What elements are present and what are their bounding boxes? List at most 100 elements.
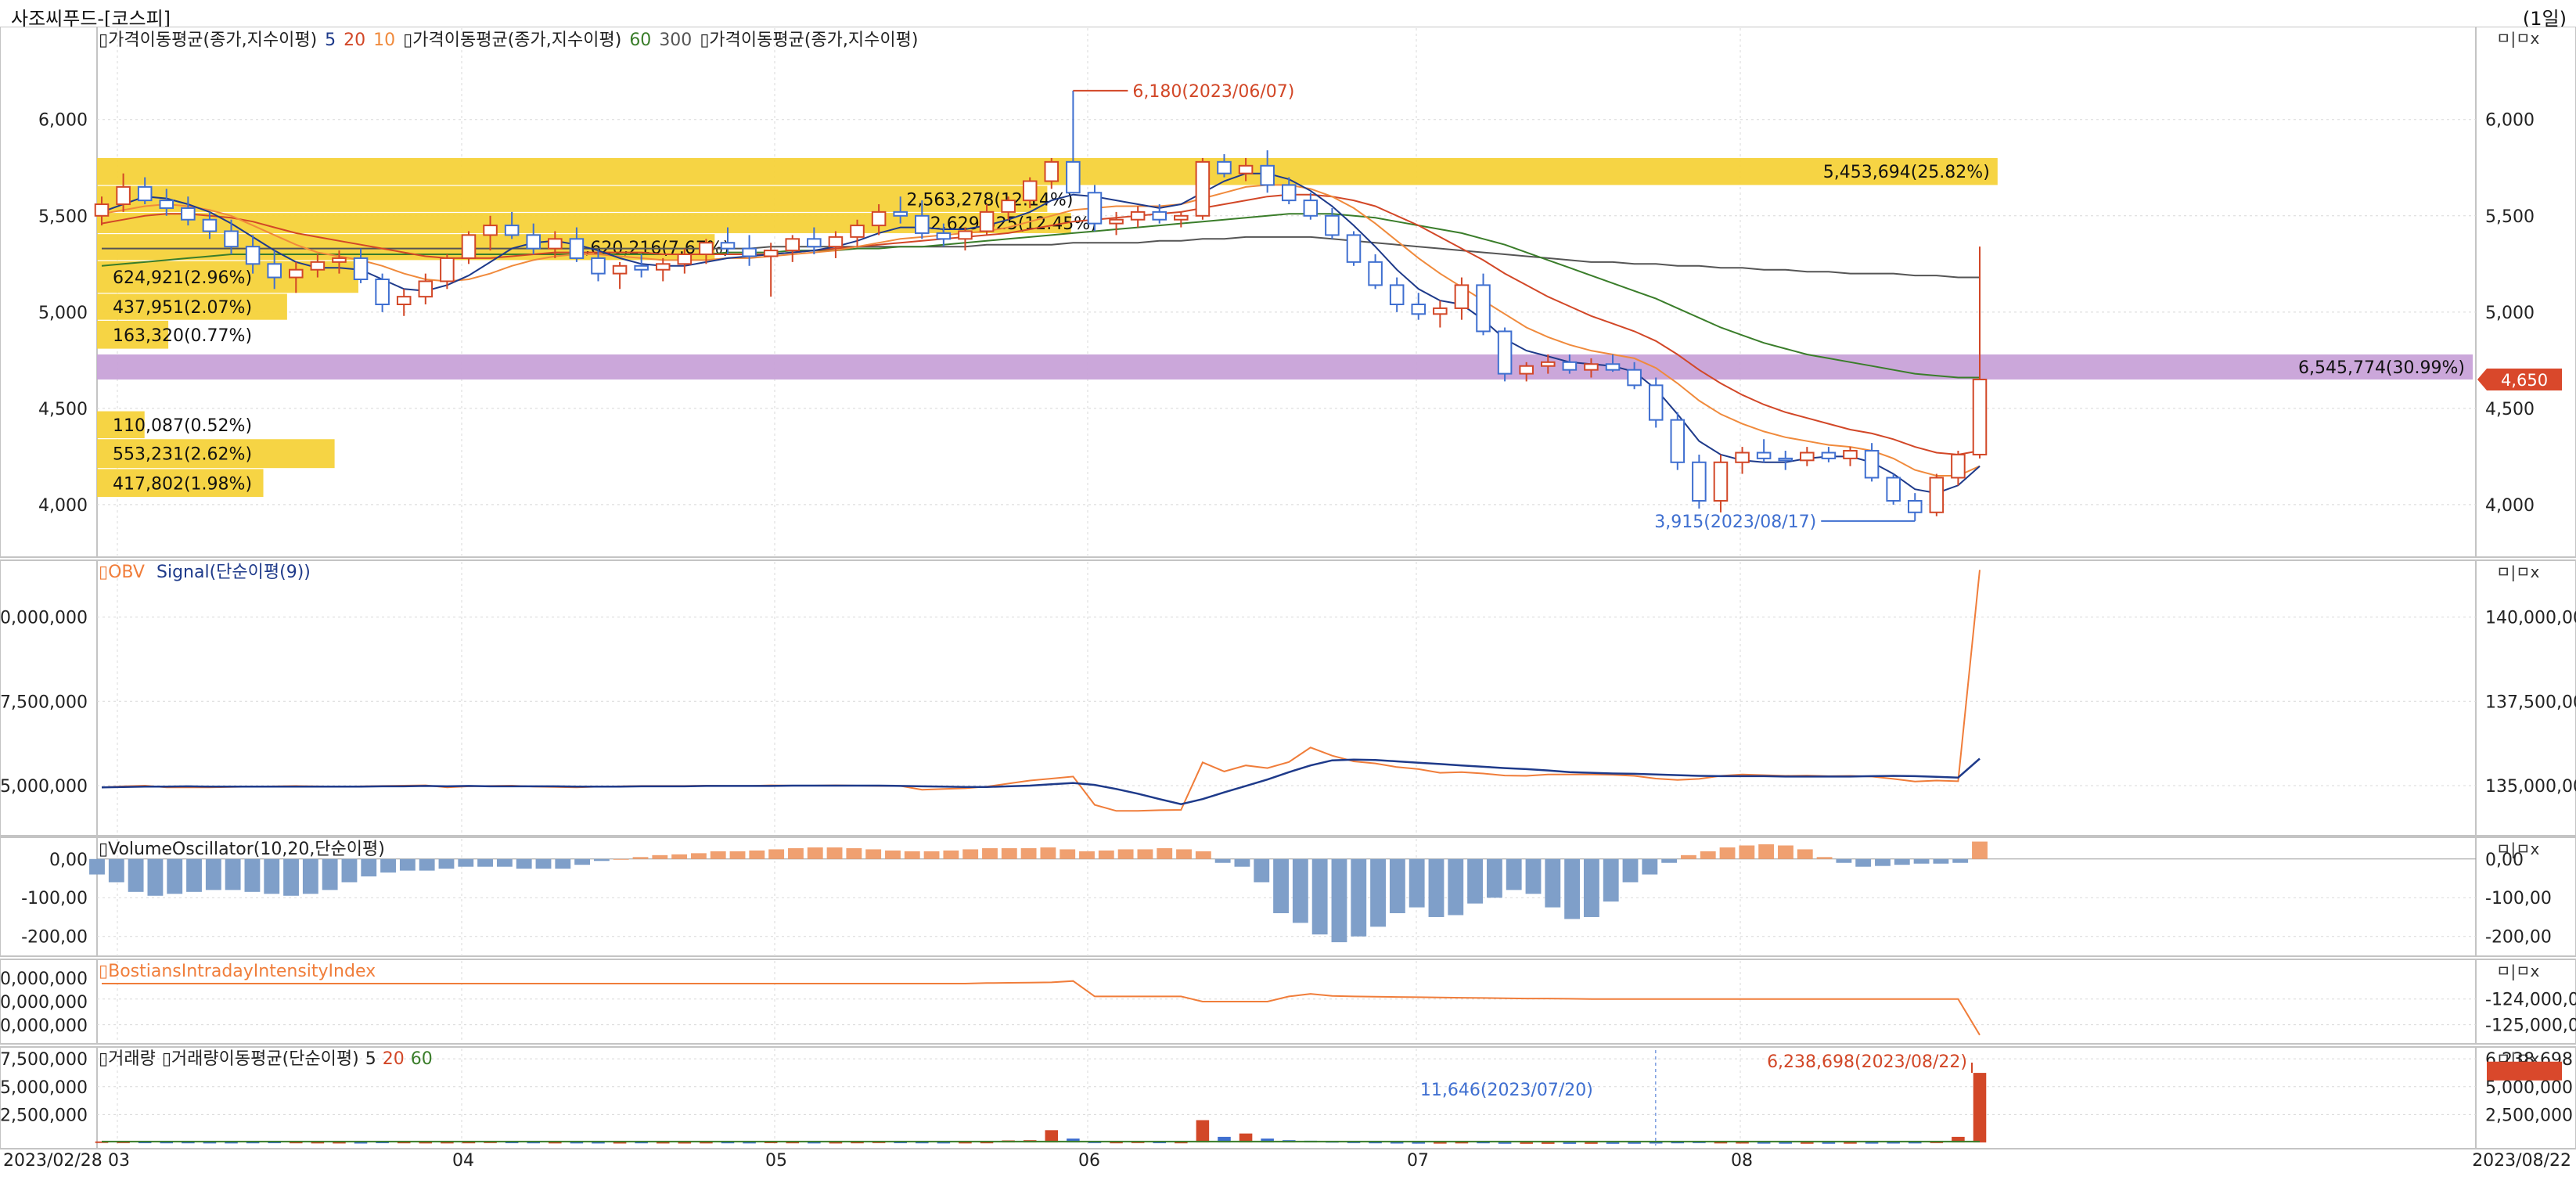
- candle-body[interactable]: [289, 268, 304, 279]
- candle-body[interactable]: [1584, 363, 1599, 371]
- candle-body[interactable]: [1260, 164, 1275, 186]
- price-legend-item[interactable]: ▯가격이동평균(종가,지수이평): [700, 31, 918, 50]
- candle-body[interactable]: [396, 296, 412, 305]
- candle-body[interactable]: [418, 280, 434, 298]
- candle-body[interactable]: [310, 261, 326, 271]
- candle-body[interactable]: [569, 238, 585, 259]
- vol-legend-item[interactable]: ▯거래량이동평균(단순이평): [162, 1049, 359, 1069]
- candle-body[interactable]: [1130, 210, 1146, 221]
- candle-body[interactable]: [677, 254, 693, 265]
- candle-body[interactable]: [353, 257, 369, 281]
- obv-signal-legend[interactable]: Signal(단순이평(9)): [157, 563, 311, 582]
- candle-body[interactable]: [1800, 451, 1815, 462]
- candle-body[interactable]: [1281, 184, 1297, 202]
- candle-body[interactable]: [1907, 500, 1923, 513]
- candle-body[interactable]: [1109, 218, 1124, 225]
- candle-body[interactable]: [1886, 477, 1901, 502]
- candle-body[interactable]: [1541, 361, 1556, 367]
- candle-body[interactable]: [1670, 419, 1686, 463]
- candle-body[interactable]: [181, 207, 196, 221]
- candle-body[interactable]: [634, 264, 649, 271]
- candle-body[interactable]: [1929, 477, 1945, 513]
- pane-vo-controls[interactable]: ㅁ|ㅁx: [2496, 840, 2540, 858]
- candle-body[interactable]: [1433, 307, 1448, 315]
- candle-body[interactable]: [1864, 450, 1880, 479]
- candle-body[interactable]: [936, 232, 952, 240]
- candle-body[interactable]: [591, 257, 606, 275]
- obv-legend[interactable]: ▯OBV: [99, 563, 145, 582]
- candle-body[interactable]: [267, 263, 282, 279]
- price-legend-item[interactable]: 20: [344, 31, 365, 50]
- pane-bii-controls[interactable]: ㅁ|ㅁx: [2496, 962, 2540, 980]
- candle-body[interactable]: [245, 246, 261, 265]
- bii-legend[interactable]: ▯BostiansIntradayIntensityIndex: [99, 962, 376, 981]
- candle-body[interactable]: [504, 225, 520, 236]
- candle-body[interactable]: [1325, 214, 1340, 236]
- candle-body[interactable]: [1756, 451, 1772, 459]
- candle-body[interactable]: [1605, 363, 1621, 371]
- candle-body[interactable]: [1497, 330, 1513, 375]
- candle-body[interactable]: [159, 200, 174, 209]
- candle-body[interactable]: [483, 225, 498, 236]
- candle-body[interactable]: [1217, 160, 1232, 174]
- candle-body[interactable]: [1519, 365, 1534, 375]
- candle-body[interactable]: [763, 250, 779, 257]
- candle-body[interactable]: [915, 214, 930, 234]
- candle-body[interactable]: [979, 210, 995, 232]
- candle-body[interactable]: [1022, 180, 1038, 202]
- candle-body[interactable]: [224, 230, 239, 248]
- candle-body[interactable]: [1735, 451, 1750, 463]
- price-legend-item[interactable]: ▯가격이동평균(종가,지수이평): [99, 31, 317, 50]
- candle-body[interactable]: [202, 218, 218, 232]
- candle-body[interactable]: [1066, 160, 1081, 194]
- candle-body[interactable]: [1843, 450, 1858, 459]
- candle-body[interactable]: [1303, 200, 1319, 217]
- candle-body[interactable]: [526, 234, 541, 250]
- candle-body[interactable]: [1692, 461, 1707, 502]
- vo-legend[interactable]: ▯VolumeOscillator(10,20,단순이평): [99, 840, 385, 859]
- price-legend-item[interactable]: 60: [629, 31, 651, 50]
- candle-body[interactable]: [375, 279, 390, 305]
- candle-body[interactable]: [871, 210, 887, 227]
- candle-body[interactable]: [850, 225, 865, 238]
- candle-body[interactable]: [1087, 192, 1103, 225]
- candle-body[interactable]: [1411, 303, 1427, 315]
- candle-body[interactable]: [440, 257, 455, 282]
- candle-body[interactable]: [1044, 160, 1060, 182]
- candle-body[interactable]: [1454, 284, 1470, 309]
- candle-body[interactable]: [1951, 453, 1966, 479]
- candle-body[interactable]: [720, 242, 736, 250]
- price-legend-item[interactable]: ▯가격이동평균(종가,지수이평): [403, 31, 621, 50]
- candle-body[interactable]: [1562, 361, 1578, 371]
- candle-body[interactable]: [1821, 451, 1837, 459]
- candle-body[interactable]: [893, 210, 908, 217]
- price-legend-item[interactable]: 10: [373, 31, 395, 50]
- candle-body[interactable]: [807, 238, 822, 248]
- candle-body[interactable]: [1195, 160, 1211, 217]
- candle-body[interactable]: [332, 257, 347, 263]
- candle-body[interactable]: [742, 247, 757, 257]
- candle-body[interactable]: [1174, 214, 1189, 221]
- candle-body[interactable]: [1627, 369, 1642, 387]
- candle-body[interactable]: [548, 238, 563, 250]
- price-legend-item[interactable]: 300: [659, 31, 692, 50]
- candle-body[interactable]: [94, 203, 110, 217]
- candle-body[interactable]: [1238, 164, 1254, 174]
- candle-body[interactable]: [116, 185, 131, 206]
- candle-body[interactable]: [1713, 461, 1729, 502]
- candle-body[interactable]: [1972, 378, 1988, 455]
- candle-body[interactable]: [785, 238, 801, 252]
- candle-body[interactable]: [1389, 284, 1405, 305]
- vol-legend-item[interactable]: ▯거래량: [99, 1049, 156, 1069]
- candle-body[interactable]: [1346, 234, 1362, 263]
- candle-body[interactable]: [612, 264, 628, 275]
- pane-obv-controls[interactable]: ㅁ|ㅁx: [2496, 563, 2540, 581]
- price-legend-item[interactable]: 5: [325, 31, 336, 50]
- vol-legend-item[interactable]: 5: [365, 1049, 376, 1069]
- candle-body[interactable]: [137, 185, 153, 202]
- candle-body[interactable]: [1152, 210, 1167, 221]
- candle-body[interactable]: [1476, 284, 1491, 333]
- vol-legend-item[interactable]: 20: [383, 1049, 405, 1069]
- candle-body[interactable]: [1368, 261, 1383, 286]
